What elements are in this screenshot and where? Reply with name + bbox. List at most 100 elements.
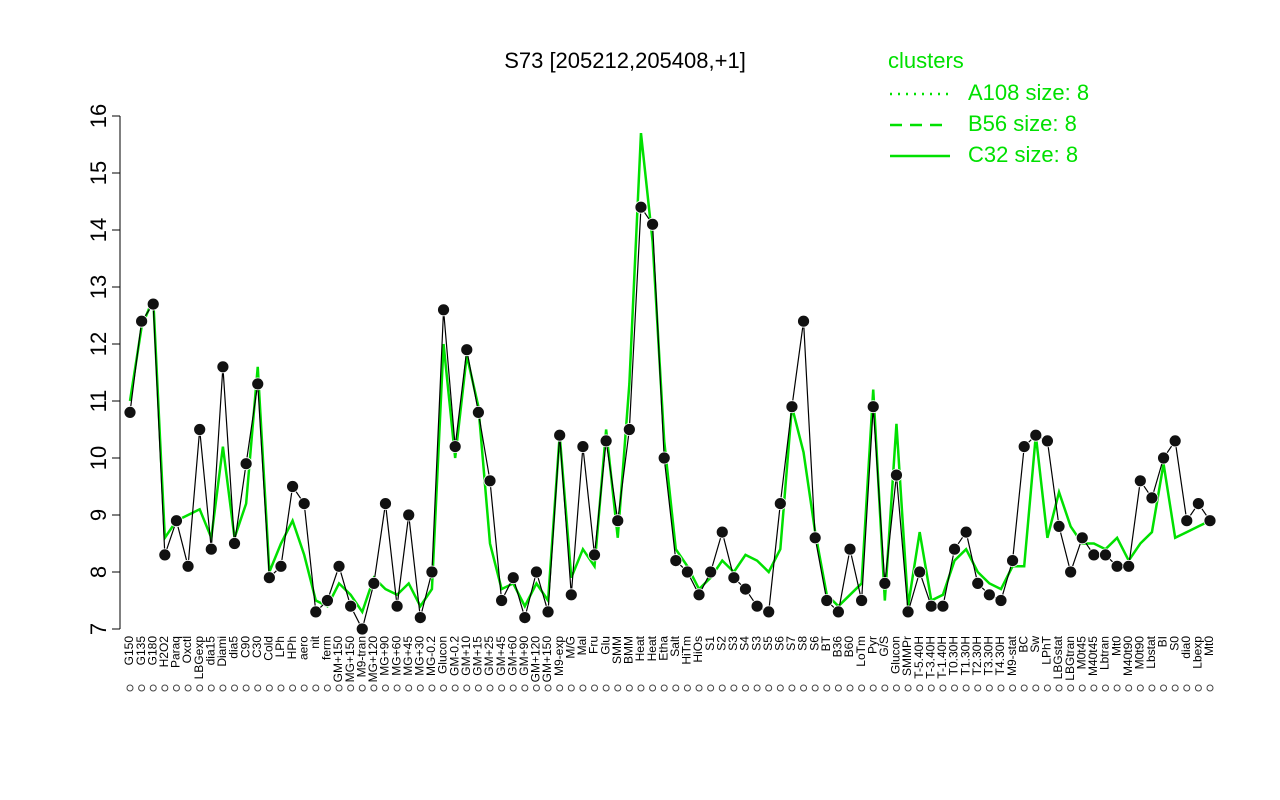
category-marker xyxy=(265,684,273,692)
data-point xyxy=(146,297,160,311)
x-tick-label: MG+30 xyxy=(412,636,426,676)
category-marker xyxy=(1125,684,1133,692)
x-tick-label: GM+45 xyxy=(494,636,508,676)
x-tick-label: Mt0 xyxy=(1202,636,1216,656)
category-marker xyxy=(416,684,424,692)
category-marker xyxy=(881,684,889,692)
x-tick-label: GM+25 xyxy=(482,636,496,676)
x-tick-label: Salt xyxy=(668,635,682,656)
cluster-line xyxy=(128,132,1211,615)
data-point xyxy=(1180,514,1194,528)
data-point xyxy=(413,611,427,624)
category-marker xyxy=(428,684,436,692)
x-tick-label: ferm xyxy=(320,636,334,660)
data-point xyxy=(355,622,369,636)
category-marker xyxy=(718,684,726,692)
x-tick-label: HPh xyxy=(285,636,299,659)
data-point xyxy=(622,423,636,436)
data-point xyxy=(1075,531,1089,545)
x-tick-label: SMMPr xyxy=(900,636,914,676)
data-point xyxy=(750,599,764,613)
x-tick-label: Glucon xyxy=(889,636,903,674)
data-point xyxy=(831,605,845,619)
category-marker xyxy=(184,684,192,692)
x-tick-label: S6 xyxy=(807,636,821,651)
legend-title: clusters xyxy=(888,48,964,73)
data-point xyxy=(808,531,822,545)
x-tick-label: MG+150 xyxy=(343,636,357,683)
x-tick-label: T2.30H xyxy=(970,636,984,675)
data-point xyxy=(1029,428,1043,442)
category-marker xyxy=(161,684,169,692)
data-line xyxy=(129,205,1211,631)
x-tick-label: S4 xyxy=(738,636,752,651)
x-tick-label: M9-tran xyxy=(354,636,368,677)
category-marker xyxy=(126,684,134,692)
category-marker xyxy=(300,684,308,692)
category-marker xyxy=(765,684,773,692)
data-point xyxy=(1087,548,1101,562)
x-tick-label: BT xyxy=(819,635,833,651)
data-point xyxy=(541,605,555,619)
category-marker xyxy=(347,684,355,692)
category-marker xyxy=(788,684,796,692)
category-marker xyxy=(962,684,970,692)
category-marker xyxy=(602,684,610,692)
y-tick-label: 14 xyxy=(86,218,111,242)
x-tick-label: T1.30H xyxy=(958,636,972,675)
category-marker xyxy=(196,684,204,692)
data-point xyxy=(1064,565,1078,579)
x-tick-label: G150 xyxy=(122,636,136,666)
category-marker xyxy=(219,684,227,692)
x-tick-label: G/S xyxy=(877,636,891,657)
x-tick-label: Lbtran xyxy=(1098,636,1112,670)
x-tick-label: Paraq xyxy=(169,636,183,668)
data-point xyxy=(982,588,996,602)
x-tick-label: M9-exp xyxy=(552,636,566,676)
category-marker xyxy=(254,684,262,692)
category-marker xyxy=(625,684,633,692)
data-point xyxy=(1006,554,1019,567)
data-point xyxy=(518,611,532,624)
category-marker xyxy=(1090,684,1098,692)
data-point xyxy=(158,548,172,562)
data-point xyxy=(262,571,276,585)
data-point xyxy=(692,588,706,602)
x-tick-label: Oxctl xyxy=(180,636,194,663)
x-tick-label: SMM xyxy=(610,636,624,664)
data-point xyxy=(1168,434,1182,448)
data-point xyxy=(390,599,404,613)
category-marker xyxy=(149,684,157,692)
data-point xyxy=(1203,514,1217,528)
x-tick-label: LBGexp xyxy=(192,636,206,680)
data-point xyxy=(866,400,880,414)
data-point xyxy=(228,537,241,550)
data-point xyxy=(1017,440,1031,454)
data-point xyxy=(681,565,694,579)
data-point xyxy=(309,605,323,619)
data-point xyxy=(820,594,834,607)
x-tick-label: C90 xyxy=(238,636,252,658)
legend-label: A108 size: 8 xyxy=(968,80,1089,105)
data-point xyxy=(553,428,567,442)
x-tick-label: S0 xyxy=(1167,636,1181,651)
category-marker xyxy=(207,684,215,692)
category-marker xyxy=(741,684,749,692)
data-point xyxy=(657,451,671,465)
data-point xyxy=(878,577,892,590)
x-tick-label: GM+150 xyxy=(540,636,554,683)
x-tick-label: GM+90 xyxy=(517,636,531,676)
x-tick-label: Heat xyxy=(633,635,647,661)
category-marker xyxy=(614,684,622,692)
category-marker xyxy=(1171,684,1179,692)
x-tick-label: M9-stat xyxy=(1005,635,1019,676)
x-tick-label: Sw xyxy=(1028,636,1042,653)
x-tick-label: BI xyxy=(1156,636,1170,647)
x-tick-label: S7 xyxy=(784,636,798,651)
x-tick-label: GM+10 xyxy=(459,636,473,676)
category-marker xyxy=(1113,684,1121,692)
x-tick-label: Etha xyxy=(656,636,670,661)
x-tick-label: LBGtran xyxy=(1063,636,1077,681)
category-marker xyxy=(579,684,587,692)
x-tick-label: MG+90 xyxy=(378,636,392,676)
